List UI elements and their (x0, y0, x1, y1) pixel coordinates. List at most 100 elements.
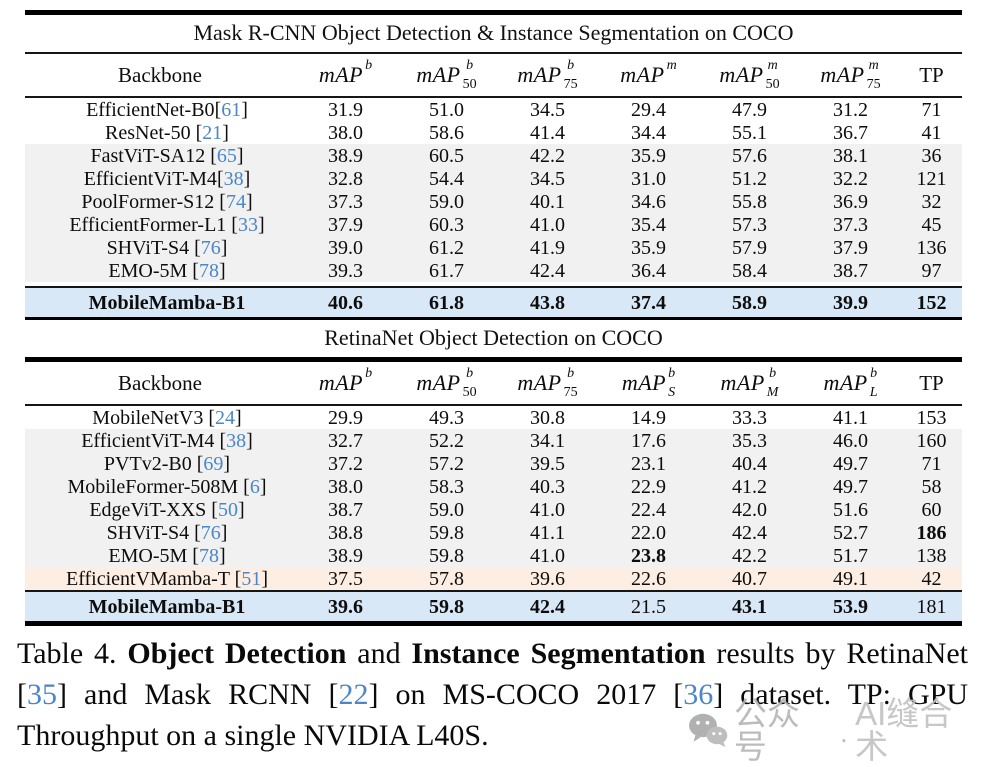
math-map-symbol: mAP (318, 370, 364, 396)
cell-value: 41.1 (833, 406, 868, 429)
table-row: EfficientVMamba-T [51] 37.5 57.8 39.6 22.6 40… (25, 567, 962, 591)
citation-link[interactable]: 76 (200, 236, 221, 259)
cell-value: 39.0 (328, 236, 363, 259)
cell-value: 42.0 (732, 498, 767, 521)
cell-value: 42.2 (732, 544, 767, 567)
cell-value: 97 (921, 259, 942, 282)
cell-value: 21.5 (631, 595, 666, 618)
cell-value: 22.6 (631, 567, 666, 590)
column-header: mAP m (598, 58, 699, 92)
column-header: mAP b (295, 58, 396, 92)
citation-link[interactable]: 38 (226, 429, 247, 452)
cell-value: 52.2 (429, 429, 464, 452)
cell-value: 42.2 (530, 144, 565, 167)
citation-link[interactable]: 76 (200, 521, 221, 544)
column-header: mAP b M (699, 366, 800, 400)
backbone-name: ResNet-50 (105, 121, 191, 144)
cell-value: 37.5 (328, 567, 363, 590)
table2-bottom-rule (25, 621, 962, 627)
math-subscript: L (869, 384, 878, 400)
cell-value: 46.0 (833, 429, 868, 452)
citation-link[interactable]: 61 (221, 98, 242, 121)
backbone-name: MobileNetV3 (92, 406, 204, 429)
math-superscript: b (466, 57, 474, 73)
cell-value: 58.6 (429, 121, 464, 144)
citation-link[interactable]: 35 (27, 678, 57, 711)
citation-link[interactable]: 78 (198, 544, 219, 567)
cell-value: 35.3 (732, 429, 767, 452)
table-row: MobileNetV3 [24] 29.9 49.3 30.8 14.9 33.3 41.1… (25, 406, 962, 430)
cell-value: 40.6 (328, 291, 363, 314)
column-header-label: TP (919, 370, 944, 395)
cell-value: 40.7 (732, 567, 767, 590)
citation-link[interactable]: 24 (215, 406, 236, 429)
citation-link[interactable]: 65 (216, 144, 237, 167)
citation-link[interactable]: 51 (241, 567, 262, 590)
backbone-cell: SHViT-S4 [76] (106, 521, 228, 544)
caption-text: Table 4. (17, 637, 128, 670)
cell-value: 61.7 (429, 259, 464, 282)
cell-value: 61.8 (429, 291, 464, 314)
cell-value: 39.3 (328, 259, 363, 282)
cell-value: 23.8 (631, 544, 666, 567)
cell-value: 152 (916, 291, 947, 314)
math-map-symbol: mAP (719, 62, 764, 88)
backbone-name: EfficientViT-M4 (83, 167, 217, 190)
backbone-name: EfficientVMamba-T (66, 567, 230, 590)
citation-link[interactable]: 6 (249, 475, 260, 498)
cell-value: 29.4 (631, 98, 666, 121)
math-subscript: 75 (563, 76, 578, 92)
cell-value: 38.7 (328, 498, 363, 521)
cell-value: 32.2 (833, 167, 868, 190)
column-header: mAP m 50 (699, 58, 800, 92)
caption-text: Object Detection (127, 637, 347, 670)
cell-value: 37.3 (328, 190, 363, 213)
citation-link[interactable]: 22 (338, 678, 369, 711)
backbone-cell: EfficientFormer-L1 [33] (69, 213, 265, 236)
cell-value: 38.9 (328, 544, 363, 567)
math-superscript: b (567, 365, 575, 381)
cell-value: 43.1 (732, 595, 767, 618)
math-scripts: m 50 (766, 58, 780, 92)
cell-value: 14.9 (631, 406, 666, 429)
table-row: EMO-5M [78] 38.9 59.8 41.0 23.8 42.2 51.7 138 (25, 544, 962, 568)
caption-text: results by RetinaNet [ (17, 637, 968, 711)
cell-value: 34.5 (530, 98, 565, 121)
table-row: EdgeViT-XXS [50] 38.7 59.0 41.0 22.4 42.0 51.6… (25, 498, 962, 522)
cell-value: 34.6 (631, 190, 666, 213)
backbone-cell: EMO-5M [78] (108, 544, 226, 567)
cell-value: 33.3 (732, 406, 767, 429)
table1-pre-highlight-rule (25, 286, 962, 289)
citation-link[interactable]: 36 (683, 678, 714, 711)
cell-value: 43.8 (530, 291, 565, 314)
cell-value: 58.3 (429, 475, 464, 498)
citation-link[interactable]: 78 (198, 259, 219, 282)
citation-link[interactable]: 74 (225, 190, 246, 213)
cell-value: 49.1 (833, 567, 868, 590)
cell-value: 186 (916, 521, 947, 544)
backbone-cell: EfficientViT-M4[38] (83, 167, 251, 190)
math-scripts: b 50 (463, 366, 477, 400)
cell-value: 37.9 (833, 236, 868, 259)
backbone-name: EMO-5M (108, 544, 188, 567)
caption-text: ] and Mask RCNN [ (57, 678, 339, 711)
backbone-cell: ResNet-50 [21] (105, 121, 229, 144)
table-row: SHViT-S4 [76] 39.0 61.2 41.9 35.9 57.9 37.9 136 (25, 236, 962, 260)
math-superscript: b (567, 57, 575, 73)
citation-link[interactable]: 38 (223, 167, 244, 190)
backbone-name: EfficientFormer-L1 (69, 213, 227, 236)
cell-value: 42.4 (732, 521, 767, 544)
cell-value: 59.0 (429, 498, 464, 521)
citation-link[interactable]: 33 (237, 213, 258, 236)
column-header: TP (901, 64, 962, 86)
backbone-cell: EfficientNet-B0[61] (86, 98, 248, 121)
math-map-symbol: mAP (620, 62, 665, 88)
citation-link[interactable]: 50 (217, 498, 238, 521)
citation-link[interactable]: 69 (203, 452, 224, 475)
cell-value: 60 (921, 498, 942, 521)
backbone-cell: EfficientViT-M4 [38] (81, 429, 253, 452)
column-header-label: Backbone (118, 370, 202, 395)
table1-top-rule (25, 10, 962, 15)
citation-link[interactable]: 21 (202, 121, 223, 144)
